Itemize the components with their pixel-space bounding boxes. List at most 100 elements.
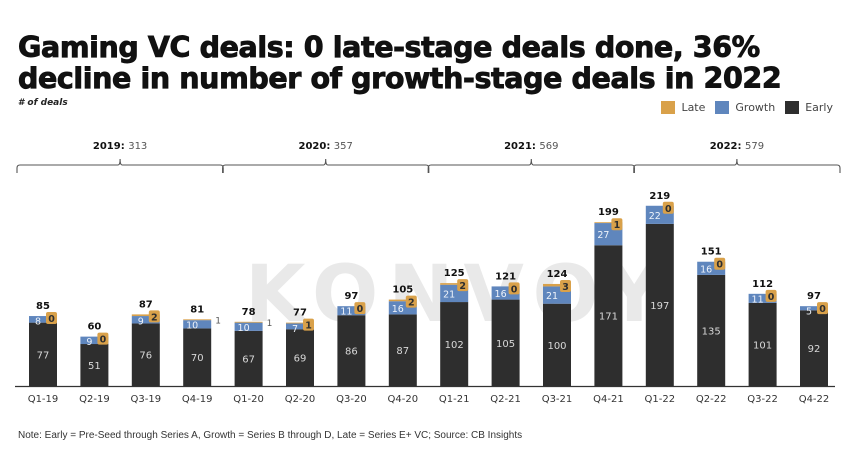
bar-early-Q4-21 bbox=[594, 245, 623, 386]
legend-swatch-late bbox=[661, 101, 676, 114]
label-total-Q2-20: 77 bbox=[293, 308, 307, 319]
badge-late-Q2-21 bbox=[508, 282, 520, 295]
label-total-Q2-21: 121 bbox=[495, 271, 516, 282]
bar-growth-Q2-20 bbox=[286, 323, 314, 330]
label-early-Q2-20: 69 bbox=[294, 354, 307, 365]
year-label-year: 2022: bbox=[710, 141, 745, 152]
legend-label-growth: Growth bbox=[735, 101, 776, 114]
bar-early-Q2-20 bbox=[286, 329, 314, 386]
x-tick-Q1-21: Q1-21 bbox=[439, 394, 470, 405]
label-late-Q3-22: 0 bbox=[768, 292, 775, 303]
bar-early-Q4-20 bbox=[388, 314, 417, 386]
label-growth-Q3-22: 11 bbox=[752, 294, 764, 305]
bar-growth-Q3-20 bbox=[337, 306, 366, 316]
label-growth-Q4-21: 27 bbox=[597, 230, 609, 241]
legend-swatch-growth bbox=[715, 101, 730, 114]
x-tick-Q3-22: Q3-22 bbox=[747, 394, 778, 405]
label-total-Q3-20: 97 bbox=[344, 291, 358, 302]
label-growth-Q2-21: 16 bbox=[495, 289, 507, 300]
label-late-Q4-20: 2 bbox=[408, 298, 415, 309]
bar-early-Q1-20 bbox=[234, 330, 263, 386]
bar-late-Q1-21 bbox=[440, 283, 469, 285]
x-tick-Q2-20: Q2-20 bbox=[285, 394, 316, 405]
year-label-year: 2020: bbox=[298, 141, 333, 152]
label-late-Q3-21: 3 bbox=[562, 282, 569, 293]
year-brace-2019 bbox=[16, 158, 224, 173]
year-brace-2021 bbox=[427, 158, 635, 173]
bar-early-Q2-21 bbox=[491, 299, 520, 386]
bar-early-Q4-19 bbox=[183, 328, 212, 386]
year-label-2019: 2019: 313 bbox=[93, 141, 147, 152]
y-axis-label: # of deals bbox=[18, 98, 68, 108]
year-label-2020: 2020: 357 bbox=[298, 141, 352, 152]
chart-title-line-1: Gaming VC deals: 0 late-stage deals done… bbox=[18, 31, 761, 64]
x-tick-Q4-19: Q4-19 bbox=[182, 394, 213, 405]
bar-early-Q3-21 bbox=[543, 303, 571, 386]
label-early-Q4-22: 92 bbox=[808, 344, 821, 355]
bar-early-Q2-22 bbox=[697, 274, 726, 386]
year-label-total: 357 bbox=[334, 141, 353, 152]
label-total-Q3-22: 112 bbox=[752, 279, 773, 290]
year-label-year: 2019: bbox=[93, 141, 128, 152]
label-late-Q4-19: 1 bbox=[215, 316, 221, 326]
label-growth-Q1-19: 8 bbox=[35, 317, 41, 328]
x-tick-Q3-20: Q3-20 bbox=[336, 394, 367, 405]
label-early-Q4-20: 87 bbox=[396, 346, 409, 357]
bar-growth-Q4-19 bbox=[183, 320, 212, 329]
label-late-Q1-21: 2 bbox=[459, 281, 466, 292]
year-label-year: 2021: bbox=[504, 141, 539, 152]
label-total-Q1-20: 78 bbox=[242, 307, 256, 318]
label-total-Q2-22: 151 bbox=[701, 247, 722, 258]
label-late-Q1-22: 0 bbox=[665, 204, 672, 215]
label-late-Q2-20: 1 bbox=[305, 321, 312, 332]
label-growth-Q3-20: 11 bbox=[340, 307, 352, 318]
x-tick-Q4-20: Q4-20 bbox=[388, 394, 419, 405]
legend-item-late: Late bbox=[661, 101, 705, 114]
label-total-Q1-21: 125 bbox=[444, 268, 465, 279]
year-brace-2020 bbox=[222, 158, 430, 173]
label-early-Q2-22: 135 bbox=[702, 326, 721, 337]
label-early-Q4-21: 171 bbox=[599, 312, 618, 323]
bar-late-Q2-20 bbox=[286, 322, 314, 324]
bar-early-Q3-22 bbox=[748, 302, 777, 386]
badge-late-Q1-21 bbox=[457, 279, 469, 292]
label-total-Q1-22: 219 bbox=[649, 191, 670, 202]
badge-late-Q2-22 bbox=[714, 257, 726, 270]
bar-early-Q1-21 bbox=[440, 302, 469, 386]
label-early-Q3-21: 100 bbox=[547, 341, 566, 352]
label-total-Q3-21: 124 bbox=[547, 269, 568, 280]
badge-late-Q3-19 bbox=[148, 310, 160, 323]
badge-late-Q1-22 bbox=[662, 201, 674, 214]
bar-late-Q4-21 bbox=[594, 222, 623, 224]
legend: Late Growth Early bbox=[661, 101, 833, 114]
badge-late-Q4-20 bbox=[405, 295, 417, 308]
badge-late-Q4-22 bbox=[817, 302, 828, 315]
x-tick-Q2-22: Q2-22 bbox=[696, 394, 727, 405]
year-label-total: 569 bbox=[539, 141, 558, 152]
label-early-Q1-20: 67 bbox=[242, 354, 255, 365]
label-early-Q2-19: 51 bbox=[88, 361, 101, 372]
bar-growth-Q4-22 bbox=[800, 306, 828, 311]
bar-late-Q4-19 bbox=[183, 319, 212, 321]
legend-label-early: Early bbox=[805, 101, 833, 114]
label-total-Q4-22: 97 bbox=[807, 291, 821, 302]
bar-early-Q1-19 bbox=[29, 322, 57, 386]
legend-item-early: Early bbox=[785, 101, 833, 114]
bar-early-Q3-20 bbox=[337, 315, 366, 386]
year-brace-2022 bbox=[633, 158, 841, 173]
label-late-Q2-22: 0 bbox=[716, 260, 723, 271]
legend-swatch-early bbox=[785, 101, 800, 114]
label-growth-Q4-20: 16 bbox=[392, 304, 404, 315]
bar-early-Q3-19 bbox=[131, 323, 160, 386]
label-late-Q3-19: 2 bbox=[151, 312, 158, 323]
x-tick-Q1-19: Q1-19 bbox=[28, 394, 59, 405]
label-growth-Q2-19: 9 bbox=[86, 337, 92, 348]
label-early-Q3-20: 86 bbox=[345, 347, 358, 358]
label-growth-Q4-22: 5 bbox=[806, 307, 812, 318]
label-total-Q4-21: 199 bbox=[598, 207, 619, 218]
label-growth-Q1-22: 22 bbox=[649, 211, 661, 222]
label-late-Q1-20: 1 bbox=[267, 319, 273, 329]
chart-title: Gaming VC deals: 0 late-stage deals done… bbox=[18, 31, 783, 95]
label-growth-Q2-20: 7 bbox=[292, 324, 298, 335]
